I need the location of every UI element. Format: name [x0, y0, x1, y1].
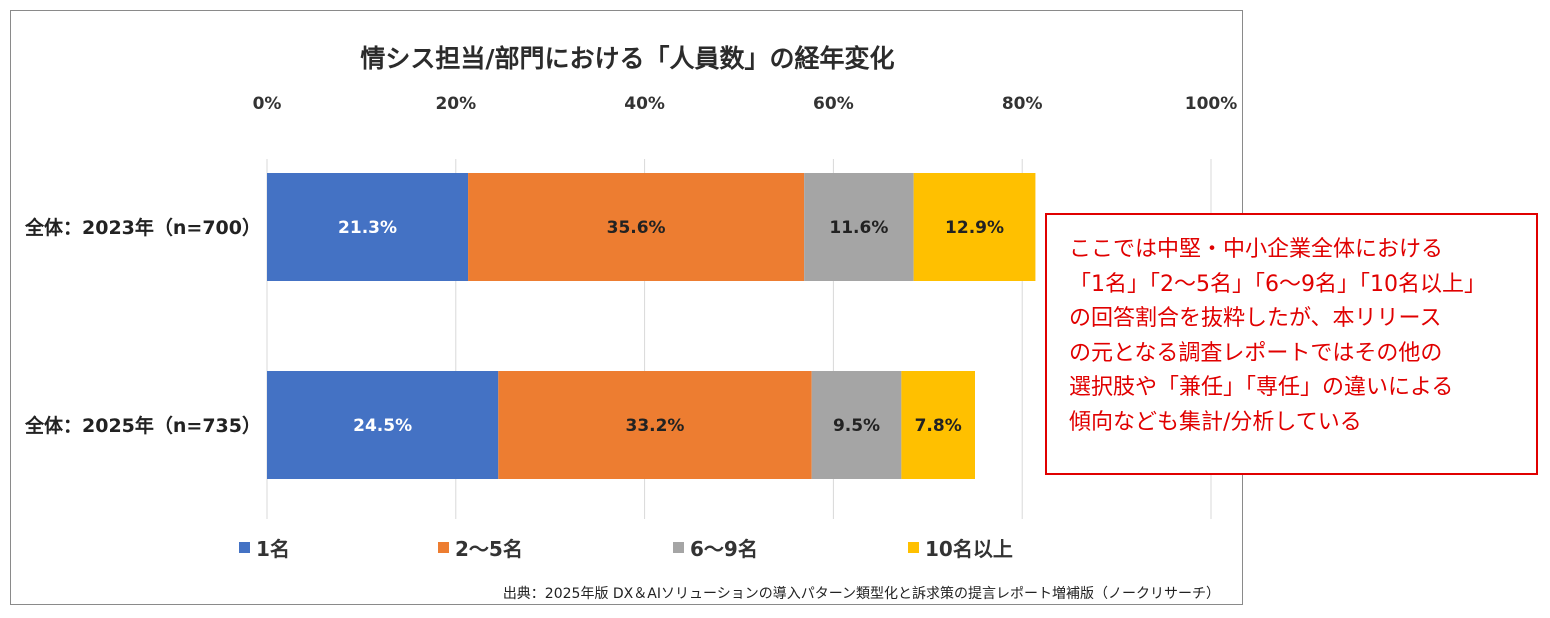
category-label: 全体：2025年（n=735） [24, 414, 261, 437]
chart-frame: 0% 20% 40% 60% 80% 100% 全体：2023年（n=700） 21.3% 35… [10, 10, 1243, 605]
bar-segment [267, 173, 469, 281]
callout-text: ここでは中堅・中小企業全体における 「1名」「2～5名」「6～9名」「10名以上… [1069, 237, 1486, 435]
legend-swatch [673, 542, 684, 553]
chart-title: 情シス担当/部門における「人員数」の経年変化 [360, 44, 895, 73]
x-tick-label: 20% [435, 94, 476, 114]
callout-box: ここでは中堅・中小企業全体における 「1名」「2～5名」「6～9名」「10名以上… [1045, 213, 1538, 475]
data-label: 24.5% [353, 416, 412, 436]
data-label: 35.6% [607, 218, 666, 238]
x-tick-label: 60% [813, 94, 854, 114]
data-label: 12.9% [945, 218, 1004, 238]
bar-segment [913, 173, 1036, 281]
bar-segment [498, 371, 812, 479]
bar-segment [468, 173, 805, 281]
legend-label: 10名以上 [925, 537, 1013, 561]
legend-label: 1名 [256, 537, 290, 561]
legend: 1名 2〜5名 6〜9名 10名以上 [11, 533, 1244, 563]
legend-item: 6〜9名 [673, 533, 758, 562]
data-label: 21.3% [338, 218, 397, 238]
data-label: 11.6% [829, 218, 888, 238]
legend-item: 2〜5名 [438, 533, 523, 562]
x-tick-label: 80% [1002, 94, 1043, 114]
category-label: 全体：2023年（n=700） [24, 216, 261, 239]
data-label: 9.5% [833, 416, 880, 436]
data-label: 33.2% [625, 416, 684, 436]
legend-swatch [239, 542, 250, 553]
bar-segment [804, 173, 914, 281]
source-note: 出典：2025年版 DX＆AIソリューションの導入パターン類型化と訴求策の提言レ… [502, 586, 1220, 602]
data-label: 7.8% [915, 416, 962, 436]
x-tick-label: 0% [253, 94, 282, 114]
legend-item: 1名 [239, 533, 290, 562]
legend-label: 6〜9名 [690, 537, 758, 561]
legend-item: 10名以上 [908, 533, 1013, 562]
legend-label: 2〜5名 [455, 537, 523, 561]
x-tick-label: 100% [1185, 94, 1238, 114]
x-tick-label: 40% [624, 94, 665, 114]
bar-segment [267, 371, 499, 479]
bar-segment [811, 371, 902, 479]
legend-swatch [438, 542, 449, 553]
chart-plot: 0% 20% 40% 60% 80% 100% 全体：2023年（n=700） 21.3% 35… [24, 94, 1238, 519]
bar-segment [901, 371, 975, 479]
legend-swatch [908, 542, 919, 553]
